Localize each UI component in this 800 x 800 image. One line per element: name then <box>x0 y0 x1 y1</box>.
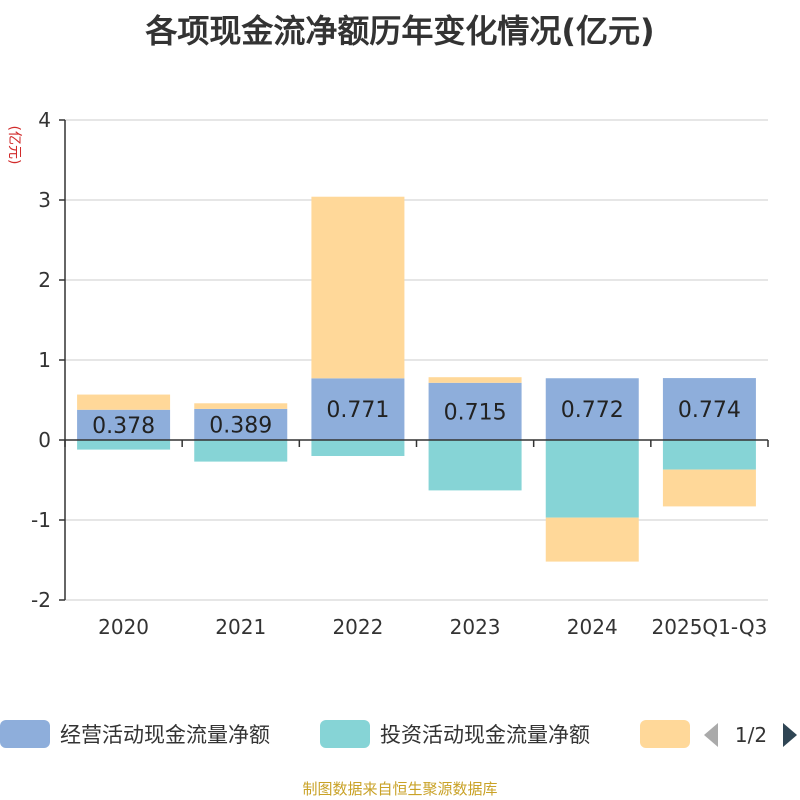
bar-1-2025Q1-Q3[interactable] <box>662 378 756 440</box>
y-axis-label: (亿元) <box>6 126 22 165</box>
data-label: 0.715 <box>444 400 507 425</box>
bar-3-2025Q1-Q3[interactable] <box>662 469 756 507</box>
y-tick-label: 2 <box>38 268 51 292</box>
legend-swatch[interactable] <box>320 720 370 748</box>
bar-3-2020[interactable] <box>77 394 171 410</box>
legend-page-indicator: 1/2 <box>735 723 767 747</box>
bar-1-2024[interactable] <box>545 378 639 440</box>
chart-title: 各项现金流净额历年变化情况(亿元) <box>145 12 655 50</box>
legend-label[interactable]: 投资活动现金流量净额 <box>380 723 590 747</box>
legend-label[interactable]: 经营活动现金流量净额 <box>60 723 270 747</box>
bar-1-2020[interactable] <box>77 409 171 440</box>
bar-3-2023[interactable] <box>428 377 522 383</box>
grid-lines <box>65 119 768 601</box>
legend[interactable]: 经营活动现金流量净额 投资活动现金流量净额 1/2 <box>0 720 797 748</box>
legend-next-icon[interactable] <box>783 723 797 747</box>
bar-3-2022[interactable] <box>311 196 405 379</box>
bar-2-2025Q1-Q3[interactable] <box>662 440 756 470</box>
x-tick-label: 2023 <box>450 615 501 639</box>
bar-1-2022[interactable] <box>311 378 405 440</box>
legend-swatch[interactable] <box>0 720 50 748</box>
y-tick-label: 3 <box>38 188 51 212</box>
x-tick-label: 2020 <box>98 615 149 639</box>
bar-3-2021[interactable] <box>194 403 288 409</box>
x-tick-label: 2021 <box>215 615 266 639</box>
data-label: 0.771 <box>326 398 389 423</box>
data-label: 0.378 <box>92 414 155 439</box>
bar-3-2024[interactable] <box>545 517 639 562</box>
x-tick-label: 2025Q1-Q3 <box>652 615 768 639</box>
y-tick-label: -2 <box>31 588 51 612</box>
data-label: 0.774 <box>678 398 741 423</box>
bars <box>77 196 756 562</box>
x-tick-label: 2022 <box>332 615 383 639</box>
bar-2-2022[interactable] <box>311 440 405 456</box>
y-tick-label: 4 <box>38 108 51 132</box>
axes <box>59 119 769 601</box>
legend-prev-icon[interactable] <box>704 723 718 747</box>
bar-2-2024[interactable] <box>545 440 639 518</box>
bar-2-2023[interactable] <box>428 440 522 491</box>
y-tick-label: -1 <box>31 508 51 532</box>
data-label: 0.772 <box>561 398 624 423</box>
x-tick-label: 2024 <box>567 615 618 639</box>
tick-labels: -2 -1 0 1 2 3 4 2020 2021 2022 2023 2024 2025Q1-Q3 <box>31 108 767 639</box>
source-note: 制图数据来自恒生聚源数据库 <box>302 780 498 798</box>
bar-1-2023[interactable] <box>428 382 522 440</box>
bar-1-2021[interactable] <box>194 408 288 440</box>
bar-2-2020[interactable] <box>77 440 171 450</box>
legend-swatch[interactable] <box>640 720 690 748</box>
bar-2-2021[interactable] <box>194 440 288 462</box>
data-label: 0.389 <box>209 413 272 438</box>
data-labels: 0.378 0.389 0.771 0.715 0.772 0.774 <box>92 398 741 439</box>
y-tick-label: 1 <box>38 348 51 372</box>
y-tick-label: 0 <box>38 428 51 452</box>
